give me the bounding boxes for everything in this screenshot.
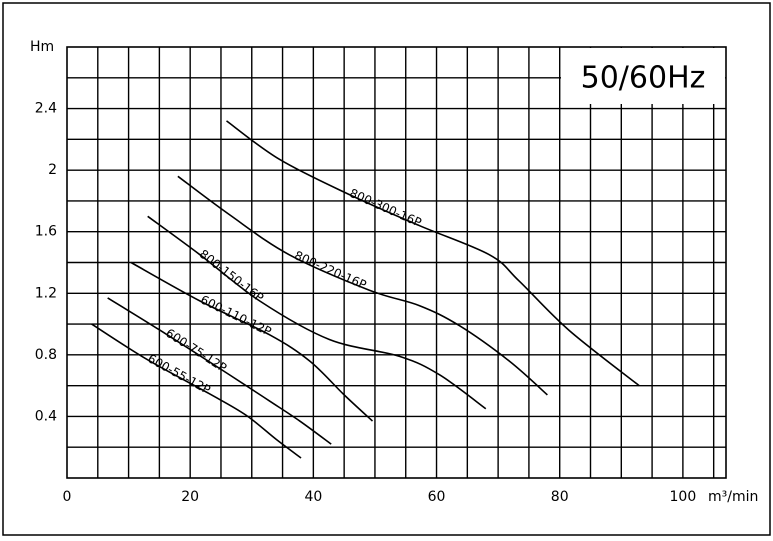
- plot-frame: [66, 46, 727, 479]
- annotation: 50/60Hz: [581, 61, 706, 96]
- x-tick-label: 0: [63, 489, 72, 505]
- y-tick-label: 0.8: [35, 347, 57, 363]
- series-label: 800-220-16P: [292, 248, 368, 292]
- curve: [91, 323, 302, 459]
- x-tick-label: 20: [181, 489, 199, 505]
- curve: [130, 261, 374, 422]
- annotation-box: [561, 48, 725, 104]
- series-label: 600-110-12P: [198, 293, 273, 339]
- x-tick-label: 60: [428, 489, 446, 505]
- y-axis-label: Hm: [30, 39, 54, 55]
- curve: [177, 175, 548, 396]
- x-tick-label: 100: [670, 489, 697, 505]
- y-tick-label: 2.4: [35, 101, 57, 117]
- y-tick-label: 1.2: [35, 285, 57, 301]
- curve: [147, 215, 487, 410]
- curve: [226, 120, 640, 387]
- y-tick-label: 1.6: [35, 224, 57, 240]
- series-label: 800-300-16P: [347, 186, 423, 230]
- x-axis-label: m³/min: [708, 489, 758, 505]
- curve: [107, 297, 332, 445]
- x-tick-label: 40: [304, 489, 322, 505]
- y-tick-label: 2: [48, 162, 57, 178]
- x-tick-label: 80: [551, 489, 569, 505]
- y-tick-label: 0.4: [35, 408, 57, 424]
